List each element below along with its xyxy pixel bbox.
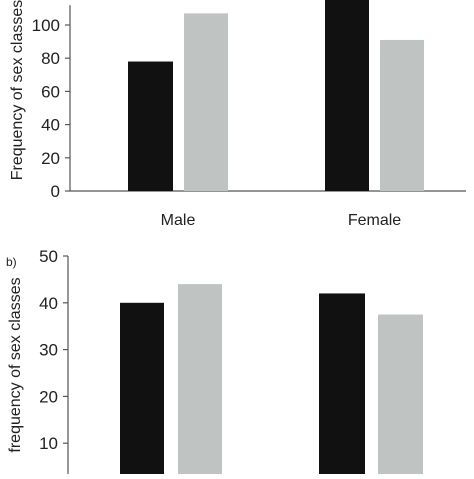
y-tick-label: 80: [41, 49, 60, 68]
y-axis-title: frequency of sex classes: [7, 277, 24, 452]
y-tick-label: 50: [39, 247, 58, 266]
panel-label: b): [6, 255, 17, 269]
bar-male-series-1: [120, 302, 164, 479]
bar-male-series-1: [128, 61, 173, 191]
y-tick-label: 30: [39, 341, 58, 360]
y-tick-label: 10: [39, 434, 58, 453]
bar-male-series-2: [178, 284, 222, 479]
y-tick-label: 20: [39, 387, 58, 406]
bar-male-series-2: [184, 13, 228, 191]
x-category-label: Female: [348, 212, 401, 229]
bar-female-series-2: [380, 39, 424, 191]
bar-female-series-2: [378, 314, 423, 479]
y-tick-label: 40: [39, 294, 58, 313]
bar-female-series-1: [325, 0, 369, 192]
y-tick-label: 20: [41, 149, 60, 168]
y-tick-label: 60: [41, 82, 60, 101]
y-tick-label: 40: [41, 116, 60, 135]
y-tick-label: 0: [51, 182, 60, 201]
y-tick-label: 100: [32, 16, 60, 35]
bar-female-series-1: [319, 293, 365, 479]
x-category-label: Male: [161, 212, 196, 229]
y-axis-title: Frequency of sex classes: [9, 0, 26, 180]
